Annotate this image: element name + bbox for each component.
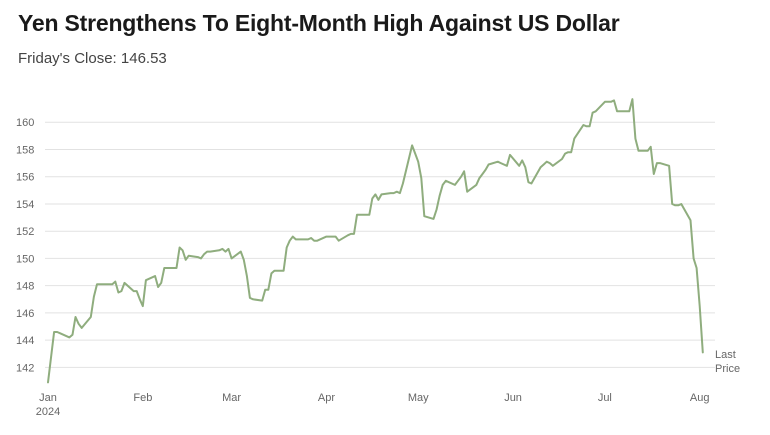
x-tick-label: Feb xyxy=(133,392,152,404)
x-tick-label: Jan xyxy=(39,392,57,404)
price-line xyxy=(47,98,704,384)
x-axis-ticks: Jan 2024 Feb Mar Apr May Jun Jul Aug xyxy=(36,392,710,418)
y-tick-label: 158 xyxy=(16,144,34,156)
x-tick-label: Jun xyxy=(504,392,522,404)
x-tick-label: Jul xyxy=(598,392,612,404)
x-tick-label: May xyxy=(408,392,429,404)
x-tick-label: Mar xyxy=(222,392,241,404)
y-tick-label: 160 xyxy=(16,117,34,129)
y-tick-label: 144 xyxy=(16,335,34,347)
gridlines xyxy=(45,121,715,368)
chart-subtitle: Friday's Close: 146.53 xyxy=(18,50,167,67)
y-tick-label: 142 xyxy=(16,362,34,374)
y-tick-label: 150 xyxy=(16,253,34,265)
y-tick-label: 148 xyxy=(16,281,34,293)
y-axis-ticks: 142 144 146 148 150 152 154 156 158 160 xyxy=(16,117,34,374)
y-tick-label: 154 xyxy=(16,199,34,211)
x-tick-label: Aug xyxy=(690,392,710,404)
chart-title: Yen Strengthens To Eight-Month High Agai… xyxy=(18,10,620,36)
x-tick-label: Apr xyxy=(318,392,335,404)
y-tick-label: 156 xyxy=(16,172,34,184)
end-label-line-2: Price xyxy=(715,363,740,375)
x-tick-sublabel: 2024 xyxy=(36,406,60,418)
y-tick-label: 146 xyxy=(16,308,34,320)
y-tick-label: 152 xyxy=(16,226,34,238)
end-label-line-1: Last xyxy=(715,349,736,361)
